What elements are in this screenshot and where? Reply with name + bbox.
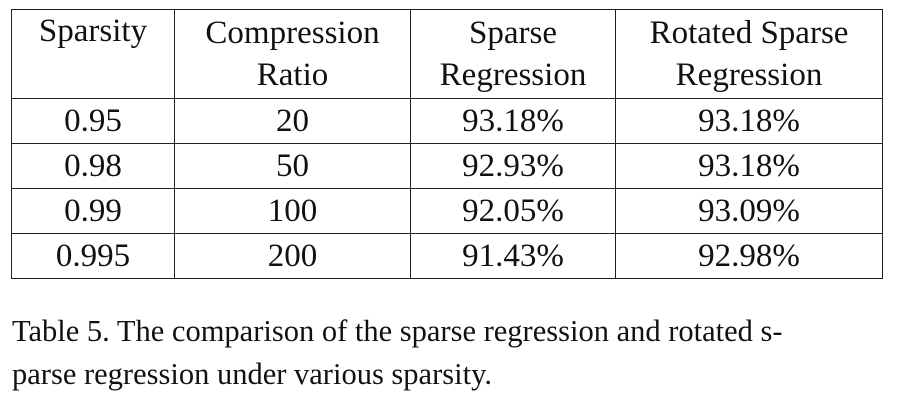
cell-rotated-sparse-regression: 93.18% xyxy=(615,98,883,144)
cell-rotated-sparse-regression: 93.18% xyxy=(615,143,883,189)
header-sparse-regression: Sparse Regression xyxy=(410,9,616,99)
table-row: 0.98 50 92.93% 93.18% xyxy=(11,143,883,189)
cell-rotated-sparse-regression: 93.09% xyxy=(615,188,883,234)
header-rotated-sparse-regression-line-1: Rotated Sparse xyxy=(649,15,849,51)
table-row: 0.99 100 92.05% 93.09% xyxy=(11,188,883,234)
results-table: Sparsity Compression Ratio Sparse Regres… xyxy=(11,9,883,279)
table-row: 0.95 20 93.18% 93.18% xyxy=(11,98,883,144)
header-sparsity-line-1: Sparsity xyxy=(38,13,148,49)
header-compression-ratio: Compression Ratio xyxy=(174,9,411,99)
cell-compression-ratio: 20 xyxy=(174,98,411,144)
cell-compression-ratio: 50 xyxy=(174,143,411,189)
header-row: Sparsity Compression Ratio Sparse Regres… xyxy=(11,9,883,99)
table-row: 0.995 200 91.43% 92.98% xyxy=(11,233,883,279)
table-header: Sparsity Compression Ratio Sparse Regres… xyxy=(11,9,883,99)
caption-line-1: Table 5. The comparison of the sparse re… xyxy=(12,314,783,348)
table-body: 0.95 20 93.18% 93.18% 0.98 50 92.93% 93.… xyxy=(11,98,883,279)
header-rotated-sparse-regression: Rotated Sparse Regression xyxy=(615,9,883,99)
cell-sparsity: 0.99 xyxy=(11,188,175,234)
cell-sparsity: 0.95 xyxy=(11,98,175,144)
cell-sparsity: 0.995 xyxy=(11,233,175,279)
cell-sparse-regression: 91.43% xyxy=(410,233,616,279)
cell-sparse-regression: 92.05% xyxy=(410,188,616,234)
header-sparsity: Sparsity xyxy=(11,9,175,99)
table-caption: Table 5. The comparison of the sparse re… xyxy=(12,310,888,396)
cell-sparse-regression: 92.93% xyxy=(410,143,616,189)
cell-compression-ratio: 100 xyxy=(174,188,411,234)
header-sparse-regression-line-2: Regression xyxy=(439,57,587,93)
cell-sparse-regression: 93.18% xyxy=(410,98,616,144)
cell-sparsity: 0.98 xyxy=(11,143,175,189)
header-rotated-sparse-regression-line-2: Regression xyxy=(675,57,823,93)
cell-rotated-sparse-regression: 92.98% xyxy=(615,233,883,279)
cell-compression-ratio: 200 xyxy=(174,233,411,279)
header-compression-ratio-line-2: Ratio xyxy=(256,57,329,93)
header-sparse-regression-line-1: Sparse xyxy=(469,15,557,51)
header-compression-ratio-line-1: Compression xyxy=(205,15,380,51)
caption-line-2: parse regression under various sparsity. xyxy=(12,357,492,391)
